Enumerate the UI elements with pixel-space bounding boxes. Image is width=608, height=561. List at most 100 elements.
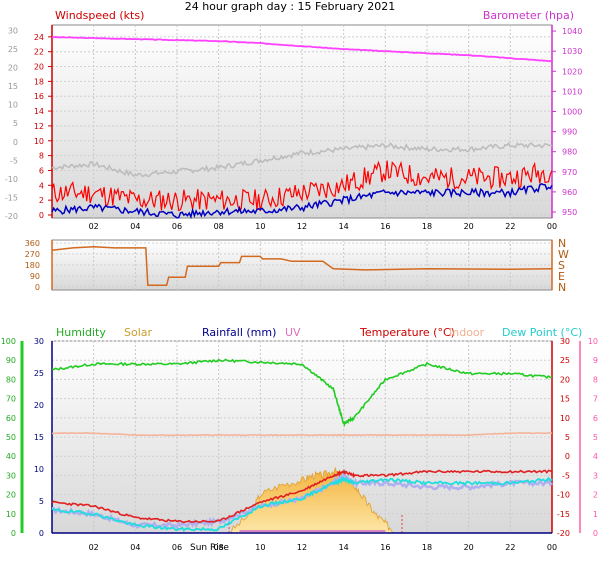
y-tick-temperature: -10	[557, 491, 570, 500]
x-tick-temp: 14	[339, 543, 349, 552]
x-tick-wind: 10	[255, 222, 265, 231]
y-tick-temperature: 0	[565, 452, 570, 461]
y-tick-barometer: 1000	[562, 107, 582, 116]
series-dewpoint	[51, 475, 553, 533]
y-tick-windspeed: 18	[34, 77, 44, 86]
y-tick-temp-outer: 15	[8, 82, 18, 91]
y-tick-direction: 270	[25, 250, 40, 259]
y-tick-humidity: 100	[1, 337, 16, 346]
y-tick-humidity: 70	[6, 395, 16, 404]
y-tick-temp-outer: -5	[10, 156, 18, 165]
x-tick-temp: 00	[547, 543, 557, 552]
y-tick-temp-outer: 25	[8, 45, 18, 54]
x-tick-wind: 18	[422, 222, 432, 231]
label-solar: Solar	[124, 326, 153, 339]
x-tick-wind: 16	[380, 222, 390, 231]
y-tick-temp-outer: 30	[8, 26, 18, 35]
chart-title: 24 hour graph day : 15 February 2021	[185, 0, 396, 13]
y-tick-windspeed: 10	[34, 137, 44, 146]
y-tick-uv: 2	[593, 491, 598, 500]
label-barometer: Barometer (hpa)	[483, 9, 574, 22]
y-tick-compass: N	[558, 237, 566, 250]
x-tick-temp: 20	[464, 543, 474, 552]
y-tick-rainfall: 10	[34, 465, 44, 474]
y-tick-rainfall: 15	[34, 433, 44, 442]
y-tick-uv: 0	[593, 529, 598, 538]
y-tick-temperature: 5	[565, 433, 570, 442]
x-tick-temp: 06	[172, 543, 182, 552]
y-tick-humidity: 10	[6, 510, 16, 519]
y-tick-barometer: 1010	[562, 87, 582, 96]
y-tick-uv: 4	[593, 452, 598, 461]
y-tick-uv: 9	[593, 356, 598, 365]
y-tick-humidity: 20	[6, 491, 16, 500]
x-tick-wind: 06	[172, 222, 182, 231]
y-tick-rainfall: 5	[39, 497, 44, 506]
y-tick-temperature: 30	[560, 337, 570, 346]
y-tick-temperature: 10	[560, 414, 570, 423]
x-tick-wind: 04	[130, 222, 140, 231]
y-tick-temperature: -15	[557, 510, 570, 519]
x-tick-temp: 18	[422, 543, 432, 552]
annotation-sunrise: Sun Rise	[190, 543, 229, 553]
series-wind-gust	[51, 160, 553, 212]
y-tick-temp-outer: -10	[5, 175, 18, 184]
y-tick-temp-outer: 20	[8, 64, 18, 73]
y-tick-compass: W	[558, 248, 569, 261]
y-tick-humidity: 90	[6, 356, 16, 365]
y-tick-direction: 360	[25, 239, 40, 248]
x-tick-temp: 04	[130, 543, 140, 552]
x-tick-temp: 22	[505, 543, 515, 552]
y-tick-temperature: 25	[560, 356, 570, 365]
y-tick-windspeed: 24	[34, 33, 44, 42]
x-tick-wind: 00	[547, 222, 557, 231]
y-tick-temp-outer: -15	[5, 193, 18, 202]
y-tick-windspeed: 12	[34, 122, 44, 131]
y-tick-windspeed: 6	[39, 166, 44, 175]
y-tick-rainfall: 30	[34, 337, 44, 346]
y-tick-compass: E	[558, 270, 565, 283]
y-tick-temperature: 15	[560, 395, 570, 404]
x-tick-temp: 16	[380, 543, 390, 552]
y-tick-rainfall: 0	[39, 529, 44, 538]
label-windspeed: Windspeed (kts)	[55, 9, 144, 22]
series-temperature	[51, 468, 553, 524]
y-tick-barometer: 950	[562, 208, 577, 217]
y-tick-temp-outer: 5	[13, 119, 18, 128]
y-tick-compass: N	[558, 281, 566, 294]
y-tick-windspeed: 4	[39, 181, 44, 190]
y-tick-uv: 8	[593, 375, 598, 384]
y-tick-barometer: 1020	[562, 67, 582, 76]
x-tick-wind: 20	[464, 222, 474, 231]
y-tick-uv: 1	[593, 510, 598, 519]
series-wind-direction	[51, 245, 553, 286]
label-indoor: Indoor	[449, 326, 485, 339]
y-tick-temp-outer: 10	[8, 101, 18, 110]
y-tick-humidity: 0	[11, 529, 16, 538]
y-tick-direction: 90	[30, 272, 40, 281]
y-tick-temperature: 20	[560, 375, 570, 384]
x-tick-temp: 12	[297, 543, 307, 552]
x-tick-wind: 02	[89, 222, 99, 231]
series-feels-like	[52, 469, 553, 530]
series-solar	[229, 466, 396, 534]
y-tick-humidity: 60	[6, 414, 16, 423]
x-tick-temp: 10	[255, 543, 265, 552]
y-tick-barometer: 980	[562, 148, 577, 157]
label-uv: UV	[285, 326, 301, 339]
x-tick-temp: 02	[89, 543, 99, 552]
y-tick-barometer: 1040	[562, 27, 582, 36]
label-humidity: Humidity	[56, 326, 106, 339]
label-dewpoint: Dew Point (°C)	[502, 326, 582, 339]
y-tick-windspeed: 14	[34, 107, 44, 116]
series-wind-average	[51, 182, 553, 220]
y-tick-barometer: 970	[562, 168, 577, 177]
y-tick-humidity: 40	[6, 452, 16, 461]
x-tick-wind: 08	[214, 222, 224, 231]
y-tick-windspeed: 16	[34, 92, 44, 101]
y-tick-temperature: -20	[557, 529, 570, 538]
y-tick-rainfall: 25	[34, 369, 44, 378]
y-tick-temp-outer: 0	[13, 138, 18, 147]
x-tick-wind: 22	[505, 222, 515, 231]
